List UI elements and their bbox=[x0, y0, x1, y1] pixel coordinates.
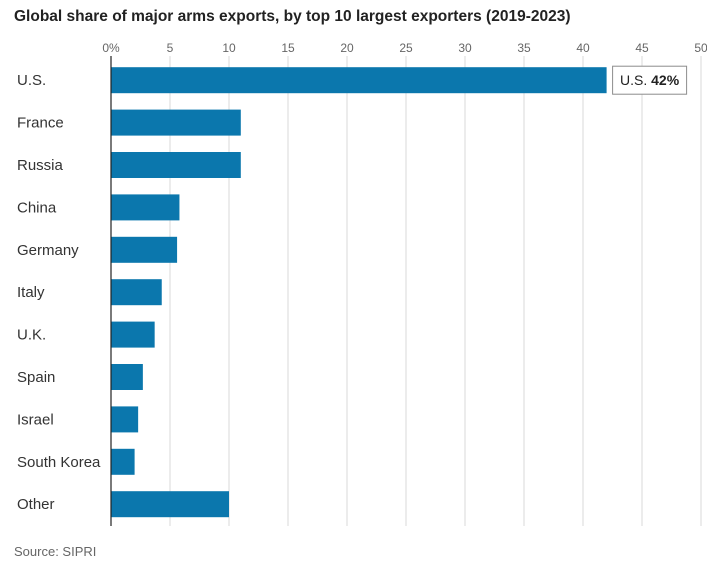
bar bbox=[111, 364, 143, 390]
category-label: U.K. bbox=[17, 327, 46, 344]
bar bbox=[111, 491, 229, 518]
category-label: U.S. bbox=[17, 72, 46, 89]
x-tick-label: 0% bbox=[102, 41, 120, 55]
x-tick-label: 40 bbox=[576, 41, 590, 55]
x-tick-label: 10 bbox=[222, 41, 236, 55]
bar bbox=[111, 109, 241, 136]
category-label: China bbox=[17, 199, 57, 216]
x-axis-ticks: 0% 5 10 15 20 25 30 35 40 45 50 bbox=[102, 41, 707, 55]
bar bbox=[111, 406, 139, 433]
category-labels: U.S. France Russia China Germany Italy U.K. Spa… bbox=[17, 72, 101, 513]
callout-category: U.S. bbox=[620, 72, 651, 88]
bar bbox=[111, 321, 155, 348]
bar bbox=[111, 279, 162, 306]
callout-value: 42% bbox=[651, 72, 680, 88]
bar bbox=[111, 152, 241, 178]
bars bbox=[111, 67, 607, 518]
bar bbox=[111, 236, 178, 263]
category-label: France bbox=[17, 115, 64, 132]
x-tick-label: 25 bbox=[399, 41, 413, 55]
category-label: Italy bbox=[17, 284, 45, 301]
x-tick-label: 20 bbox=[340, 41, 354, 55]
category-label: Spain bbox=[17, 369, 55, 386]
bar bbox=[111, 448, 135, 475]
category-label: Russia bbox=[17, 157, 64, 174]
category-label: Germany bbox=[17, 242, 79, 259]
chart-title: Global share of major arms exports, by t… bbox=[14, 8, 571, 25]
callout-box bbox=[612, 65, 688, 95]
bar bbox=[111, 67, 607, 94]
x-tick-label: 50 bbox=[694, 41, 707, 55]
bar bbox=[111, 194, 180, 221]
callout-label: U.S. 42% bbox=[620, 72, 680, 88]
source-note: Source: SIPRI bbox=[14, 544, 97, 559]
x-tick-label: 45 bbox=[635, 41, 649, 55]
x-tick-label: 35 bbox=[517, 41, 531, 55]
grid-lines bbox=[169, 56, 702, 526]
x-tick-label: 30 bbox=[458, 41, 472, 55]
category-label: Other bbox=[17, 496, 55, 513]
category-label: Israel bbox=[17, 411, 54, 428]
value-callout: U.S. 42% bbox=[612, 65, 688, 95]
category-label: South Korea bbox=[17, 454, 101, 471]
x-tick-label: 5 bbox=[167, 41, 174, 55]
x-tick-label: 15 bbox=[281, 41, 295, 55]
